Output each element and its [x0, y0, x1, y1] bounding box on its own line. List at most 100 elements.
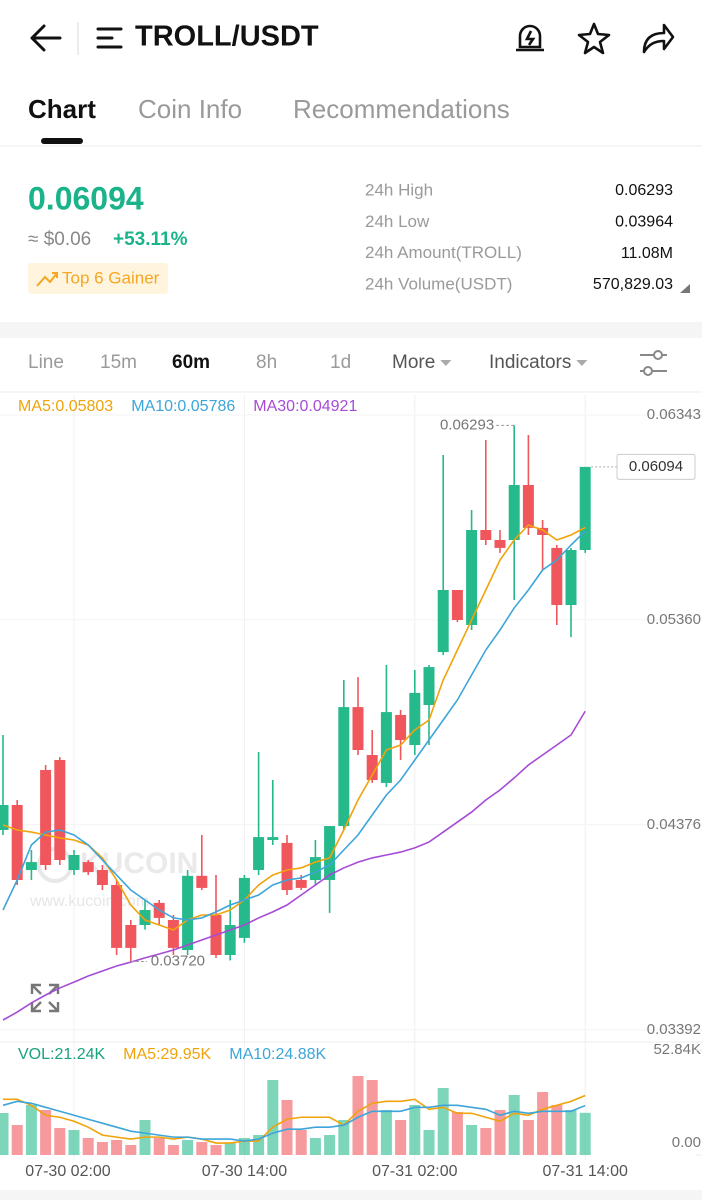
candle-body	[494, 540, 506, 548]
volume-bar	[281, 1099, 293, 1155]
interval[interactable]: 8h	[256, 352, 277, 373]
interval[interactable]: 1d	[330, 352, 351, 373]
volume-bar	[111, 1139, 123, 1155]
y-tick-label: 0.03392	[647, 1021, 701, 1038]
candle-body	[565, 550, 577, 605]
last-price-tag	[616, 453, 696, 480]
volume-bar	[182, 1139, 194, 1155]
volume-bar	[96, 1142, 108, 1155]
y-tick-label: 0.00	[672, 1134, 701, 1151]
fullscreen-icon[interactable]	[30, 983, 60, 1013]
volume-bar	[352, 1076, 364, 1155]
stat-value: 0.06293	[615, 182, 673, 199]
interval[interactable]: 60m	[172, 352, 210, 373]
candle-body	[551, 547, 563, 605]
volume-bar	[238, 1138, 250, 1155]
back-button[interactable]	[30, 24, 62, 52]
sort-icon	[680, 284, 690, 293]
tab-recommendations[interactable]: Recommendations	[293, 94, 510, 124]
x-tick-label: 07-31 14:00	[542, 1163, 628, 1180]
candle-body	[68, 855, 80, 870]
interval[interactable]: More	[392, 352, 435, 373]
interval[interactable]: Line	[28, 352, 64, 373]
candle-body	[139, 910, 151, 925]
candle-body	[25, 862, 37, 870]
settings-icon[interactable]	[640, 350, 667, 376]
candle-body	[11, 805, 23, 880]
candle-body	[224, 925, 236, 955]
volume-bar	[210, 1145, 222, 1155]
volume-bar	[40, 1110, 52, 1155]
candle-body	[324, 826, 336, 880]
candle-body	[338, 707, 350, 827]
alert-icon[interactable]	[516, 24, 544, 52]
legend-entry: MA30:0.04921	[253, 398, 357, 415]
candle-body	[40, 770, 52, 865]
watermark-url: www.kucoin.com	[29, 893, 149, 910]
volume-bar	[167, 1145, 179, 1155]
stat-value: 11.08M	[621, 245, 673, 262]
x-tick-label: 07-31 02:00	[372, 1163, 458, 1180]
candle-body	[451, 590, 463, 620]
volume-bar	[380, 1110, 392, 1155]
volume-bar	[11, 1124, 23, 1155]
y-tick-label: 0.06343	[647, 406, 701, 423]
ma-line	[2, 530, 586, 921]
candle-body	[111, 885, 123, 948]
band	[0, 322, 702, 338]
volume-bar	[68, 1130, 80, 1155]
stat-value: 570,829.03	[593, 276, 673, 293]
menu-icon[interactable]	[96, 27, 123, 49]
x-tick-label: 07-30 14:00	[202, 1163, 288, 1180]
favorite-icon[interactable]	[577, 22, 611, 55]
share-icon[interactable]	[642, 23, 675, 54]
candle-body	[395, 715, 407, 740]
dropdown-caret	[440, 360, 452, 366]
interval[interactable]: Indicators	[489, 352, 571, 373]
last-price: 0.06094	[28, 180, 144, 216]
volume-bar	[196, 1142, 208, 1155]
volume-bar	[522, 1120, 534, 1155]
volume-bar	[466, 1124, 478, 1155]
pair-title[interactable]: TROLL/USDT	[135, 21, 319, 53]
stats: 24h High 0.06293 24h Low 0.03964 24h Amount(…	[365, 180, 673, 293]
volume-bar	[494, 1110, 506, 1155]
tab-chart[interactable]: Chart	[28, 94, 96, 124]
interval[interactable]: 15m	[100, 352, 137, 373]
volume-bar	[267, 1080, 279, 1155]
ma-line	[2, 524, 586, 931]
volume-bar	[295, 1130, 307, 1155]
legend-entry: MA5:29.95K	[123, 1046, 211, 1063]
volume-bar	[480, 1127, 492, 1155]
stat-value: 0.03964	[615, 214, 673, 231]
stat-label: 24h Amount(TROLL)	[365, 243, 522, 262]
candle-body	[96, 870, 108, 885]
candle-body	[54, 760, 66, 860]
y-tick-label: 0.04376	[647, 816, 701, 833]
candle-body	[82, 862, 94, 873]
badge[interactable]	[28, 263, 168, 294]
volume-bar	[565, 1110, 577, 1155]
fiat-price: ≈ $0.06	[28, 229, 91, 250]
candle-body	[167, 920, 179, 948]
candle-body	[466, 530, 478, 625]
volume-bar	[25, 1105, 37, 1155]
volume-bar	[579, 1112, 591, 1155]
candle-body	[196, 875, 208, 888]
candle-body	[182, 875, 194, 950]
change-percent: +53.11%	[113, 229, 188, 250]
volume-bar	[437, 1088, 449, 1155]
stat-label: 24h High	[365, 180, 433, 199]
tab-indicator	[41, 138, 83, 144]
candle-body	[295, 880, 307, 888]
candle-body	[309, 857, 321, 880]
volume-bar	[125, 1145, 137, 1155]
ma-line	[2, 710, 586, 1021]
volume-bar	[508, 1095, 520, 1155]
x-tick-label: 07-30 02:00	[25, 1163, 111, 1180]
ma-line	[3, 1094, 586, 1144]
candle-body	[0, 805, 9, 830]
last-price-label: 0.06094	[629, 458, 683, 475]
badge-text: Top 6 Gainer	[62, 268, 160, 287]
tab-coin-info[interactable]: Coin Info	[138, 94, 242, 124]
